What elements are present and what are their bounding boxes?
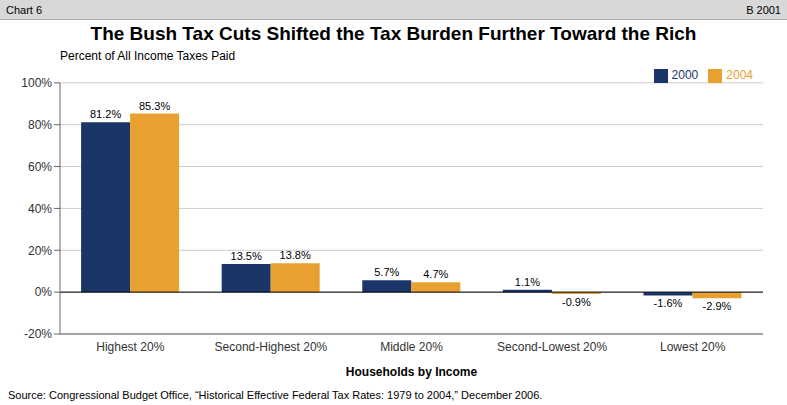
svg-text:-0.9%: -0.9% [562, 296, 591, 308]
html-text:Percent of All Income Taxes Pa: Percent of All Income Taxes Paid [60, 49, 236, 63]
html-text:Chart 6: Chart 6 [6, 3, 43, 16]
svg-text:60%: 60% [28, 160, 52, 174]
html-text:The Bush Tax Cuts Shifted the: The Bush Tax Cuts Shifted the Tax Burden… [90, 23, 697, 44]
svg-text:13.8%: 13.8% [280, 249, 311, 261]
svg-text:Highest 20%: Highest 20% [96, 340, 164, 354]
svg-text:1.1%: 1.1% [515, 276, 540, 288]
svg-text:4.7%: 4.7% [423, 268, 448, 280]
svg-text:40%: 40% [28, 202, 52, 216]
svg-text:20%: 20% [28, 244, 52, 258]
svg-text:-1.6%: -1.6% [654, 297, 683, 309]
svg-text:-2.9%: -2.9% [703, 300, 732, 312]
html-text:B 2001: B 2001 [746, 3, 781, 16]
svg-text:Second-Highest 20%: Second-Highest 20% [215, 340, 328, 354]
svg-text:85.3%: 85.3% [139, 100, 170, 112]
svg-text:Households by Income: Households by Income [346, 365, 478, 379]
svg-text:0%: 0% [35, 285, 53, 299]
svg-text:Middle 20%: Middle 20% [380, 340, 443, 354]
html-text:2000: 2000 [671, 68, 699, 82]
html-text:2004: 2004 [726, 68, 753, 82]
svg-text:13.5%: 13.5% [231, 250, 262, 262]
svg-text:81.2%: 81.2% [90, 108, 121, 120]
svg-text:Second-Lowest 20%: Second-Lowest 20% [497, 340, 607, 354]
svg-text:-20%: -20% [24, 327, 52, 341]
html-text:Source: Congressional Budget O: Source: Congressional Budget Office, “Hi… [8, 389, 543, 401]
svg-text:Lowest 20%: Lowest 20% [660, 340, 726, 354]
svg-text:5.7%: 5.7% [374, 266, 399, 278]
svg-text:100%: 100% [21, 76, 52, 90]
svg-text:80%: 80% [28, 118, 52, 132]
